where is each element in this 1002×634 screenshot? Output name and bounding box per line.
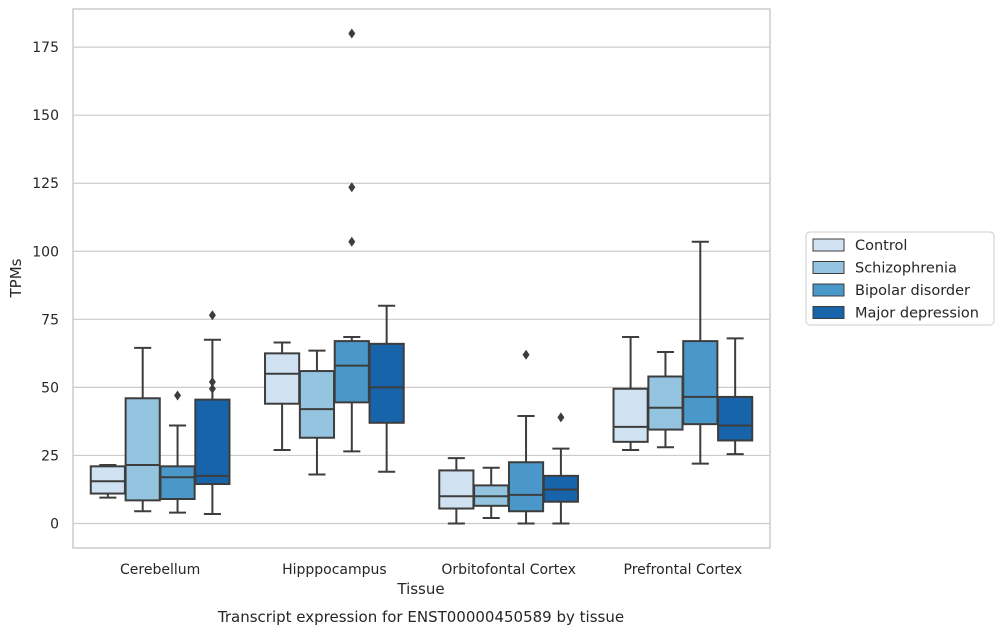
box	[368, 342, 405, 424]
box-group	[717, 337, 754, 456]
box	[124, 397, 161, 502]
outlier-point	[348, 28, 356, 39]
box-group	[682, 240, 719, 465]
y-tick-label: 100	[32, 244, 59, 260]
legend-swatch	[812, 306, 845, 319]
box	[438, 469, 475, 510]
box	[159, 465, 196, 501]
legend-label: Bipolar disorder	[855, 283, 970, 299]
box	[298, 370, 336, 439]
legend-label: Control	[855, 238, 907, 254]
y-tick-label: 150	[32, 108, 59, 124]
outlier-point	[557, 412, 565, 423]
outlier-point	[174, 390, 182, 401]
y-tick-labels: 0 25 50 75 100 125 150 175	[32, 40, 59, 532]
legend-swatch	[812, 238, 845, 252]
box	[507, 461, 545, 513]
legend-frame	[805, 231, 995, 326]
box-group	[194, 310, 231, 515]
box-group	[438, 457, 475, 525]
box	[89, 465, 126, 495]
box-group	[612, 336, 649, 451]
box	[682, 340, 719, 426]
box	[194, 398, 231, 486]
legend-swatch	[812, 283, 845, 297]
x-tick-label: Cerebellum	[120, 562, 200, 578]
outlier-point	[522, 349, 530, 360]
box	[717, 395, 754, 442]
box-group	[647, 351, 684, 449]
outlier-point	[208, 383, 216, 394]
y-tick-label: 50	[41, 380, 59, 396]
plot-area	[72, 8, 771, 549]
box	[612, 387, 649, 443]
box-group	[298, 349, 336, 476]
y-tick-label: 175	[32, 40, 59, 56]
box-group	[333, 28, 370, 453]
legend-label: Schizophrenia	[855, 261, 957, 277]
legend-swatch	[812, 261, 845, 274]
legend-label: Major depression	[855, 306, 979, 322]
x-tick-label: Hipppocampus	[282, 562, 387, 578]
outlier-point	[208, 376, 216, 387]
x-tick-label: Orbitofontal Cortex	[441, 562, 576, 578]
box-group	[159, 390, 196, 514]
x-axis-label: Tissue	[396, 580, 444, 598]
y-axis-label: TPMs	[7, 258, 25, 298]
box	[647, 375, 684, 431]
y-tick-label: 125	[32, 176, 59, 192]
box-group	[473, 466, 510, 520]
outlier-point	[208, 310, 216, 321]
chart-caption: Transcript expression for ENST0000045058…	[217, 608, 624, 626]
y-tick-label: 75	[41, 312, 59, 328]
box-group	[542, 412, 579, 525]
box-group	[124, 346, 161, 513]
y-tick-label: 25	[41, 448, 59, 464]
gridlines	[73, 46, 770, 525]
box	[333, 340, 370, 404]
box-group	[89, 463, 126, 499]
x-tick-labels: Cerebellum Hipppocampus Orbitofontal Corte…	[120, 562, 742, 578]
x-tick-label: Prefrontal Cortex	[624, 562, 743, 578]
box-group	[507, 349, 545, 525]
boxes	[89, 28, 754, 525]
outlier-point	[348, 182, 356, 193]
box-group	[368, 304, 405, 473]
legend: Control Schizophrenia Bipolar disorder Majo…	[805, 231, 995, 326]
outlier-point	[348, 236, 356, 247]
box	[264, 352, 301, 405]
y-tick-label: 0	[50, 517, 59, 533]
box-group	[264, 341, 301, 451]
